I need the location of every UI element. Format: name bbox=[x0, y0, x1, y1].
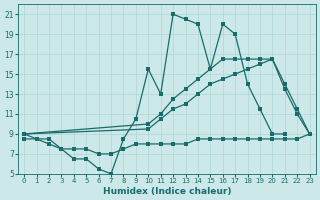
X-axis label: Humidex (Indice chaleur): Humidex (Indice chaleur) bbox=[103, 187, 231, 196]
